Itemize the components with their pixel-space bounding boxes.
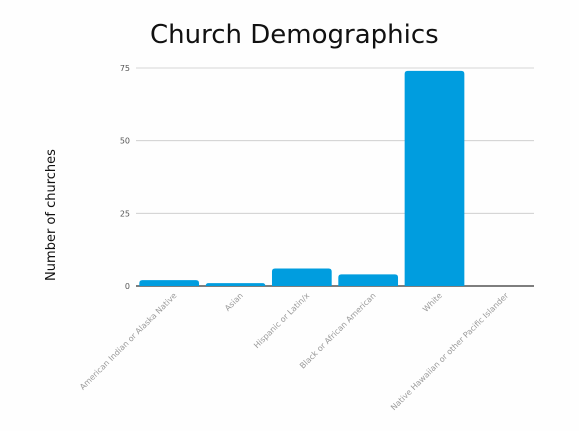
x-tick-label: American Indian or Alaska Native xyxy=(78,291,179,392)
y-tick-label: 25 xyxy=(120,209,130,218)
x-tick-label: Native Hawaiian or other Pacific Islande… xyxy=(389,291,511,413)
x-tick-label: Asian xyxy=(223,291,245,313)
x-axis-ticks: American Indian or Alaska Native Asian His… xyxy=(78,291,511,413)
y-axis-label: Number of churches xyxy=(44,149,59,281)
bar xyxy=(271,268,332,286)
y-tick-label: 0 xyxy=(125,282,130,291)
chart-title: Church Demographics xyxy=(150,20,439,50)
y-tick-label: 50 xyxy=(120,137,130,146)
x-tick-label: White xyxy=(421,291,444,314)
x-tick-label: Hispanic or Latin/x xyxy=(252,291,311,350)
y-tick-label: 75 xyxy=(120,64,130,73)
y-axis-ticks: 0 25 50 75 xyxy=(120,64,130,291)
bars xyxy=(139,70,465,286)
bar xyxy=(338,274,399,286)
bar xyxy=(205,283,266,286)
bar xyxy=(139,280,200,286)
x-tick-label: Black or African American xyxy=(298,291,377,370)
bar xyxy=(404,70,465,286)
gridlines xyxy=(136,67,534,287)
